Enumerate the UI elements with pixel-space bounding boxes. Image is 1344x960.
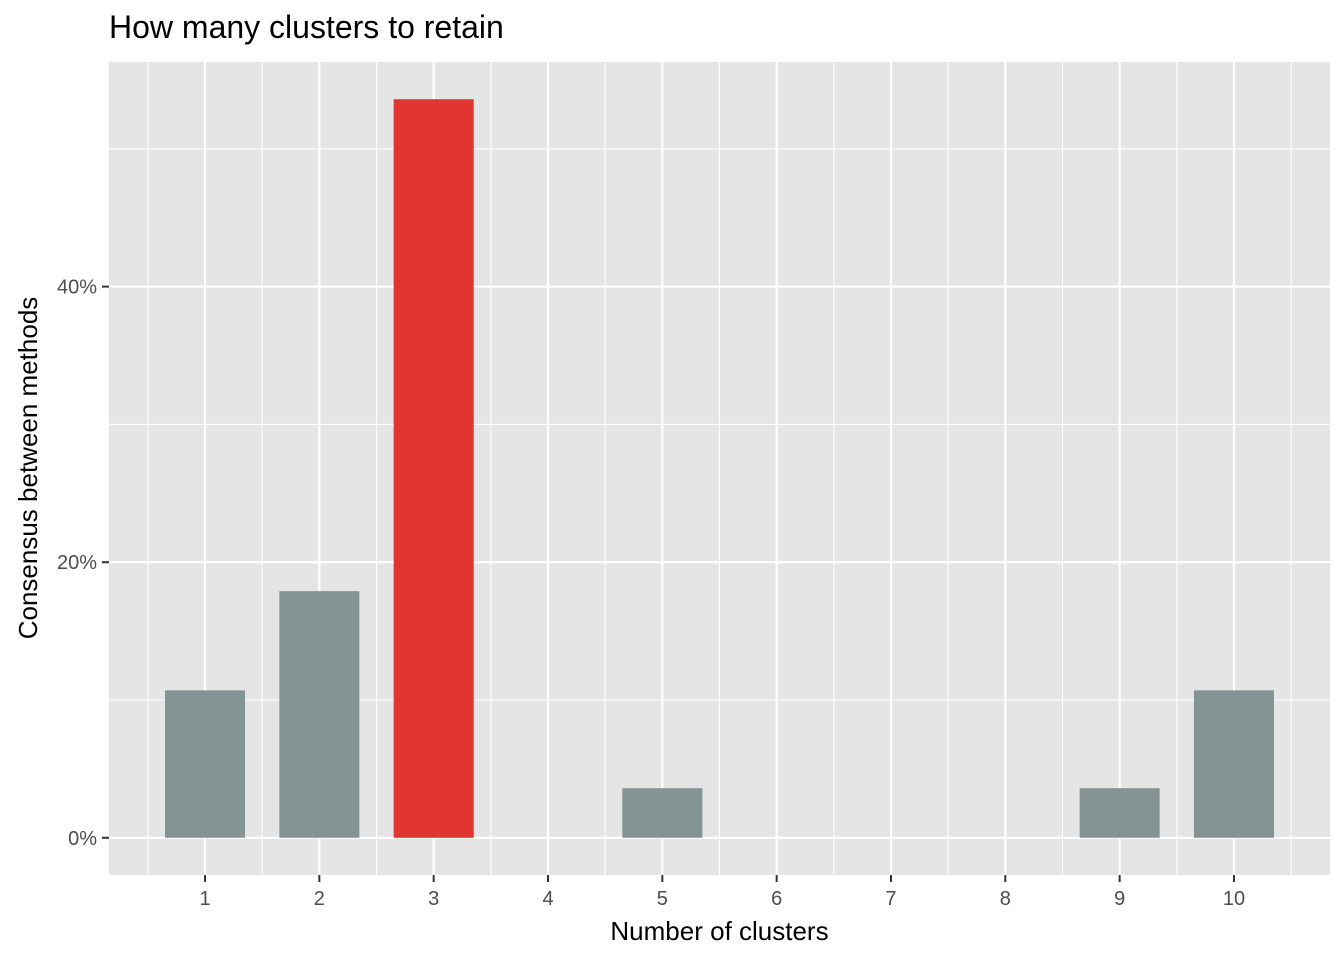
bar-10 <box>1193 690 1274 838</box>
x-axis-title: Number of clusters <box>610 916 828 946</box>
y-tick-label: 0% <box>68 828 97 850</box>
axes: 1 2 3 4 5 6 7 8 9 10 0% 20% 40% <box>57 277 1245 910</box>
x-tick-label: 2 <box>314 888 325 910</box>
bar-2 <box>279 591 360 838</box>
chart-title: How many clusters to retain <box>109 9 504 45</box>
x-tick-label: 1 <box>199 888 210 910</box>
x-tick-label: 9 <box>1114 888 1125 910</box>
y-tick-label: 40% <box>57 277 97 299</box>
grid-lines <box>109 62 1330 875</box>
x-tick-label: 5 <box>657 888 668 910</box>
bars <box>165 99 1274 838</box>
bar-3 <box>393 99 474 838</box>
x-tick-label: 8 <box>1000 888 1011 910</box>
x-tick-label: 4 <box>542 888 553 910</box>
x-tick-label: 7 <box>885 888 896 910</box>
bar-1 <box>165 690 246 838</box>
x-tick-label: 10 <box>1223 888 1245 910</box>
bar-5 <box>622 788 703 838</box>
y-axis-title: Consensus between methods <box>13 297 43 640</box>
x-tick-label: 3 <box>428 888 439 910</box>
x-tick-label: 6 <box>771 888 782 910</box>
y-tick-label: 20% <box>57 552 97 574</box>
bar-9 <box>1079 788 1160 838</box>
